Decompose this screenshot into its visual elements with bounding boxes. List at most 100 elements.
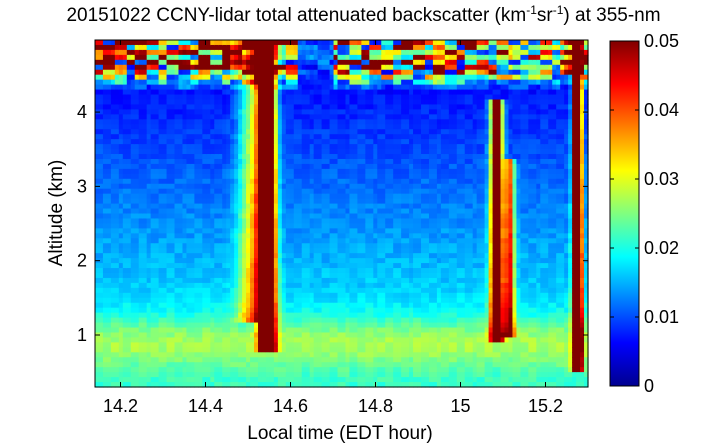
heatmap-cell	[261, 84, 267, 91]
heatmap-cell	[126, 208, 132, 215]
heatmap-cell	[134, 198, 140, 205]
heatmap-cell	[242, 268, 247, 274]
heatmap-cell	[154, 40, 160, 46]
heatmap-cell	[246, 79, 251, 86]
title-middle: sr	[536, 5, 553, 26]
heatmap-cell	[317, 322, 323, 329]
heatmap-cell	[170, 382, 176, 388]
heatmap-cell	[317, 208, 323, 215]
heatmap-cell	[230, 253, 235, 259]
heatmap-cell	[317, 49, 323, 56]
heatmap-cell	[345, 282, 351, 289]
heatmap-cell	[301, 367, 307, 373]
heatmap-cell	[341, 352, 347, 358]
heatmap-cell	[254, 163, 259, 170]
heatmap-cell	[313, 163, 319, 170]
heatmap-cell	[218, 69, 223, 76]
heatmap-cell	[162, 263, 168, 269]
heatmap-cell	[158, 367, 164, 373]
heatmap-cell	[214, 59, 219, 66]
heatmap-cell	[309, 149, 315, 155]
heatmap-cell	[365, 198, 370, 205]
heatmap-cell	[273, 109, 279, 115]
heatmap-cell	[329, 292, 335, 299]
heatmap-cell	[345, 64, 351, 71]
heatmap-cell	[150, 40, 156, 46]
heatmap-cell	[194, 297, 199, 304]
heatmap-cell	[178, 322, 184, 329]
heatmap-cell	[114, 59, 120, 66]
heatmap-cell	[254, 223, 259, 229]
heatmap-cell	[194, 109, 199, 115]
heatmap-cell	[102, 362, 108, 368]
heatmap-cell	[214, 144, 219, 150]
heatmap-cell	[178, 297, 184, 304]
heatmap-cell	[353, 307, 359, 314]
heatmap-cell	[305, 218, 311, 225]
heatmap-cell	[377, 89, 382, 96]
heatmap-cell	[218, 357, 223, 363]
heatmap-cell	[325, 183, 331, 190]
heatmap-cell	[138, 342, 144, 348]
heatmap-cell	[277, 277, 283, 284]
heatmap-cell	[293, 109, 299, 115]
heatmap-cell	[357, 208, 362, 215]
heatmap-cell	[289, 144, 295, 150]
heatmap-cell	[110, 149, 116, 155]
heatmap-cell	[373, 253, 378, 259]
heatmap-cell	[250, 149, 255, 155]
heatmap-cell	[317, 272, 323, 279]
heatmap-cell	[166, 158, 172, 165]
heatmap-cell	[122, 163, 128, 170]
heatmap-cell	[289, 332, 295, 339]
heatmap-cell	[174, 258, 180, 264]
heatmap-cell	[134, 213, 140, 220]
heatmap-cell	[102, 89, 108, 96]
heatmap-cell	[114, 178, 120, 185]
heatmap-cell	[254, 268, 259, 274]
heatmap-cell	[95, 49, 100, 56]
heatmap-cell	[242, 109, 247, 115]
heatmap-cell	[194, 94, 199, 101]
heatmap-cell	[114, 94, 120, 101]
heatmap-cell	[341, 183, 347, 190]
heatmap-cell	[301, 188, 307, 195]
heatmap-cell	[329, 129, 335, 135]
heatmap-cell	[218, 94, 223, 101]
heatmap-cell	[114, 213, 120, 220]
heatmap-cell	[309, 134, 315, 140]
heatmap-cell	[309, 307, 315, 314]
heatmap-cell	[361, 258, 366, 264]
heatmap-cell	[114, 168, 120, 175]
heatmap-cell	[250, 282, 255, 289]
heatmap-cell	[317, 173, 323, 180]
heatmap-cell	[178, 183, 184, 190]
heatmap-cell	[353, 154, 359, 160]
heatmap-cell	[329, 114, 335, 120]
heatmap-cell	[126, 382, 132, 388]
heatmap-cell	[182, 69, 188, 76]
heatmap-cell	[98, 223, 104, 229]
heatmap-cell	[309, 277, 315, 284]
heatmap-cell	[95, 287, 100, 294]
heatmap-cell	[250, 139, 255, 145]
heatmap-cell	[106, 173, 112, 180]
heatmap-cell	[365, 158, 370, 165]
heatmap-cell	[242, 193, 247, 200]
heatmap-cell	[309, 124, 315, 130]
heatmap-cell	[166, 173, 172, 180]
heatmap-cell	[242, 282, 247, 289]
heatmap-cell	[365, 253, 370, 259]
heatmap-cell	[269, 372, 275, 378]
heatmap-cell	[210, 188, 215, 195]
heatmap-cell	[269, 277, 275, 284]
heatmap-cell	[170, 312, 176, 319]
heatmap-cell	[325, 228, 331, 234]
heatmap-cell	[210, 84, 215, 91]
heatmap-cell	[102, 119, 108, 125]
heatmap-cell	[321, 129, 327, 135]
heatmap-cell	[281, 168, 287, 175]
heatmap-cell	[114, 342, 120, 348]
heatmap-cell	[170, 307, 176, 314]
heatmap-cell	[365, 327, 370, 334]
